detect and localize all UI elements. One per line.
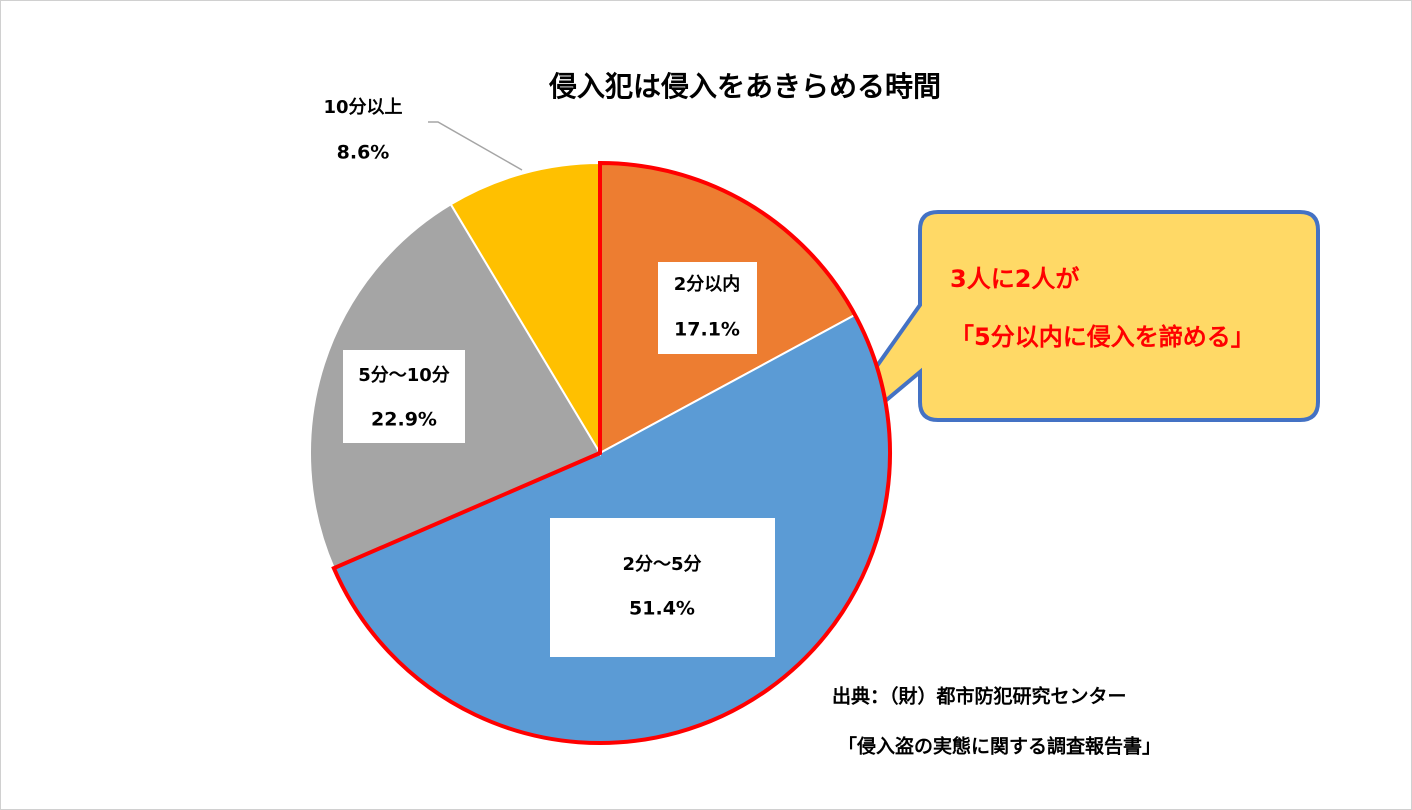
source-text: 出典：（財）都市防犯研究センター [832, 685, 1127, 708]
category-label: 2分以内 [674, 273, 741, 295]
leader-line [428, 121, 523, 171]
category-label: 10分以上 [323, 97, 402, 118]
value-label: 8.6% [337, 142, 390, 164]
chart-title: 侵入犯は侵入をあきらめる時間 [548, 70, 941, 103]
category-label: 2分〜5分 [622, 554, 701, 575]
callout-text: 3人に2人が [950, 265, 1079, 293]
label-box [550, 518, 775, 657]
category-label: 5分〜10分 [358, 365, 450, 386]
callout [803, 210, 1320, 470]
pie-slice [449, 161, 601, 457]
highlight-outline [331, 160, 892, 745]
label-box [343, 350, 465, 443]
value-label: 51.4% [629, 598, 695, 620]
value-label: 17.1% [674, 319, 740, 341]
value-label: 22.9% [371, 409, 437, 431]
label-box [658, 262, 757, 354]
callout-text: 「5分以内に侵入を諦める」 [950, 323, 1255, 351]
source-text: 「侵入盗の実態に関する調査報告書」 [838, 735, 1161, 758]
